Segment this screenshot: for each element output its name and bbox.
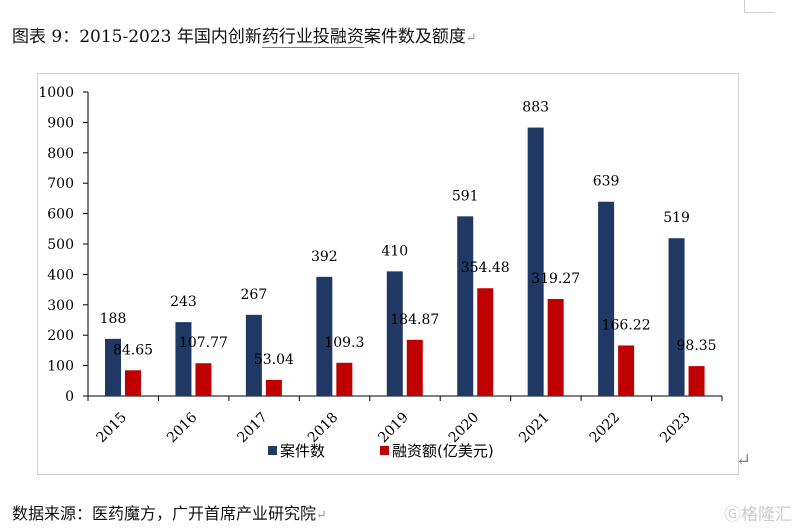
title-underlined: 药行业投融资 [261, 27, 364, 48]
bar-amount [477, 288, 494, 396]
x-tick-label: 2018 [305, 410, 342, 447]
paragraph-mark-icon: ↵ [316, 508, 327, 523]
legend-label: 案件数 [280, 442, 325, 460]
bar-amount [265, 379, 282, 396]
paragraph-mark-icon: ↵ [736, 450, 752, 471]
bar-count [316, 276, 333, 396]
data-label: 98.35 [677, 338, 717, 354]
x-tick-label: 2020 [446, 410, 483, 447]
paragraph-mark-icon: ↵ [465, 31, 477, 46]
data-label: 519 [663, 210, 690, 226]
data-label: 188 [100, 311, 127, 327]
chart-frame [37, 73, 739, 475]
data-label: 53.04 [254, 352, 294, 368]
bar-amount [618, 345, 635, 396]
x-tick-label: 2019 [375, 410, 412, 447]
x-tick-label: 2023 [657, 410, 694, 447]
data-label: 166.22 [602, 317, 651, 333]
legend-swatch [380, 446, 389, 455]
bar-count [386, 271, 403, 396]
watermark-logo: Ⓖ格隆汇 [724, 505, 792, 525]
y-tick-label: 600 [47, 207, 74, 223]
data-label: 639 [593, 174, 620, 190]
y-tick-label: 400 [47, 267, 74, 283]
bar-amount [406, 339, 423, 396]
title-prefix: 图表 9：2015-2023 年国内创新 [12, 27, 262, 47]
legend-label: 融资额(亿美元) [392, 442, 494, 460]
x-tick-label: 2022 [587, 410, 624, 447]
data-label: 267 [241, 287, 268, 303]
y-tick-label: 800 [47, 146, 74, 162]
source-text: 数据来源：医药魔方，广开首席产业研究院 [12, 504, 317, 523]
y-tick-label: 0 [65, 389, 74, 405]
y-tick-label: 100 [47, 359, 74, 375]
y-tick-label: 500 [47, 237, 74, 253]
y-tick-label: 200 [47, 328, 74, 344]
bar-count [457, 216, 474, 396]
figure-title: 图表 9：2015-2023 年国内创新药行业投融资案件数及额度↵ [12, 22, 477, 48]
y-tick-label: 300 [47, 298, 74, 314]
bar-amount [547, 298, 564, 396]
y-tick-label: 700 [47, 176, 74, 192]
bar-amount [195, 363, 212, 396]
bar-count [105, 338, 121, 396]
data-label: 107.77 [179, 335, 228, 351]
y-tick-label: 1000 [38, 85, 74, 101]
x-tick-label: 2016 [164, 409, 201, 446]
data-label: 883 [522, 100, 549, 116]
data-label: 392 [311, 249, 338, 265]
bar-count [668, 238, 685, 396]
title-suffix: 案件数及额度 [363, 27, 466, 47]
bar-count [245, 314, 262, 396]
x-tick-label: 2017 [234, 410, 271, 447]
x-tick-label: 2021 [516, 410, 553, 447]
data-label: 319.27 [531, 271, 580, 287]
bar-amount [125, 370, 141, 396]
bar-amount [688, 366, 705, 396]
data-label: 354.48 [461, 260, 510, 276]
bar-amount [336, 362, 353, 396]
data-label: 243 [170, 294, 197, 310]
data-source: 数据来源：医药魔方，广开首席产业研究院↵ [12, 500, 327, 524]
data-label: 84.65 [113, 342, 153, 358]
x-tick-label: 2015 [94, 410, 131, 447]
data-label: 184.87 [390, 312, 439, 328]
legend-swatch [268, 446, 277, 455]
y-tick-label: 900 [47, 115, 74, 131]
data-label: 410 [381, 243, 408, 259]
data-label: 109.3 [324, 335, 364, 351]
bar-count [527, 127, 544, 397]
page-corner-mark [744, 0, 775, 13]
bar-count [598, 201, 615, 396]
bar-count [175, 322, 192, 396]
data-label: 591 [452, 188, 479, 204]
